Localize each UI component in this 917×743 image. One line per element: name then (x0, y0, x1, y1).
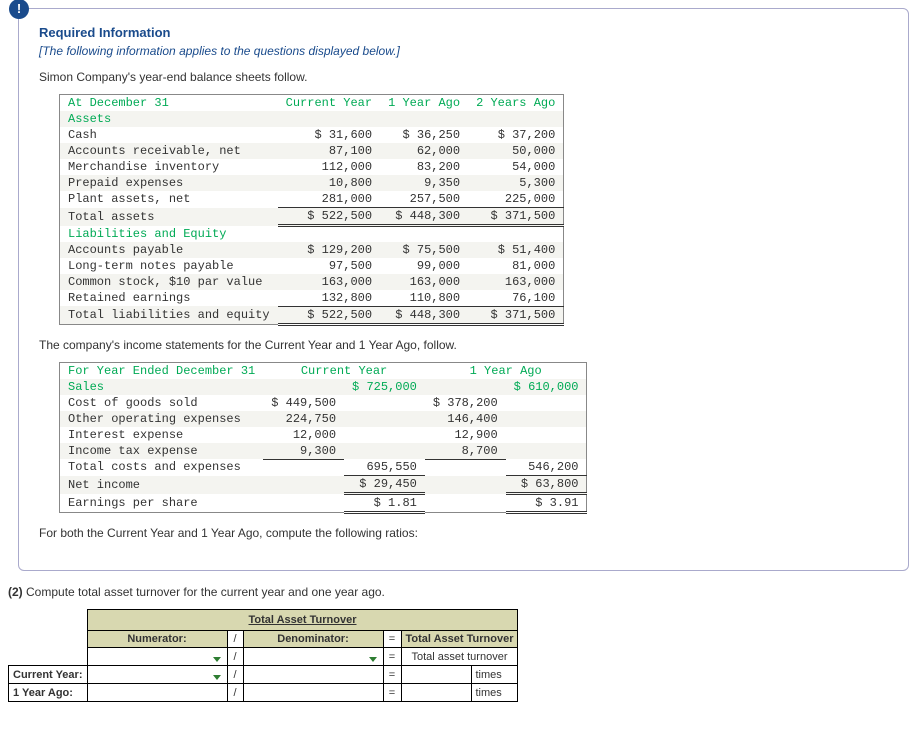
bs-total-liab: Total liabilities and equity (60, 306, 278, 324)
is-net-income: Net income (60, 476, 264, 494)
tat-denominator-name-input[interactable] (243, 648, 383, 666)
is-eps: Earnings per share (60, 494, 264, 513)
bs-row: Accounts payable (60, 242, 278, 258)
is-row: Other operating expenses (60, 411, 264, 427)
is-row: Income tax expense (60, 443, 264, 460)
q2-prefix: (2) (8, 585, 23, 599)
tat-times-label: times (471, 684, 518, 702)
bs-row: Prepaid expenses (60, 175, 278, 191)
tat-times-label: times (471, 666, 518, 684)
tat-py-denominator-input[interactable] (243, 684, 383, 702)
tat-cy-numerator-input[interactable] (87, 666, 227, 684)
is-date-label: For Year Ended December 31 (60, 362, 264, 379)
tat-result-header: Total Asset Turnover (401, 631, 518, 648)
tat-result-sub: Total asset turnover (401, 648, 518, 666)
bs-col-0: Current Year (278, 95, 380, 112)
tat-title: Total Asset Turnover (87, 610, 518, 631)
question-2: (2) Compute total asset turnover for the… (8, 585, 909, 599)
tat-numerator-name-input[interactable] (87, 648, 227, 666)
is-sales: Sales (60, 379, 264, 395)
tat-denominator-label: Denominator: (243, 631, 383, 648)
italic-note: [The following information applies to th… (39, 44, 888, 58)
bs-row: Plant assets, net (60, 191, 278, 208)
bs-date-label: At December 31 (60, 95, 278, 112)
tat-row-prior: 1 Year Ago: (9, 684, 88, 702)
intro-text-1: Simon Company's year-end balance sheets … (39, 70, 888, 84)
bs-row: Merchandise inventory (60, 159, 278, 175)
info-card: ! Required Information [The following in… (18, 8, 909, 571)
eq-cell: = (383, 631, 401, 648)
intro-text-2: The company's income statements for the … (39, 338, 888, 352)
liab-header: Liabilities and Equity (60, 226, 278, 242)
bs-row: Retained earnings (60, 290, 278, 307)
is-row: Cost of goods sold (60, 395, 264, 411)
slash-cell: / (227, 631, 243, 648)
is-row: Interest expense (60, 427, 264, 443)
q2-text: Compute total asset turnover for the cur… (23, 585, 385, 599)
tat-numerator-label: Numerator: (87, 631, 227, 648)
tat-py-numerator-input[interactable] (87, 684, 227, 702)
bs-row: Accounts receivable, net (60, 143, 278, 159)
tat-py-result-input[interactable] (401, 684, 471, 702)
intro-text-3: For both the Current Year and 1 Year Ago… (39, 526, 888, 540)
tat-input-table: Total Asset Turnover Numerator: / Denomi… (8, 609, 518, 702)
bs-col-2: 2 Years Ago (468, 95, 564, 112)
tat-cy-result-input[interactable] (401, 666, 471, 684)
bs-row: Long-term notes payable (60, 258, 278, 274)
bs-row: Cash (60, 127, 278, 143)
balance-sheet-table: At December 31 Current Year 1 Year Ago 2… (59, 94, 564, 326)
tat-row-current: Current Year: (9, 666, 88, 684)
assets-header: Assets (60, 111, 278, 127)
income-statement-table: For Year Ended December 31 Current Year … (59, 362, 587, 515)
dropdown-icon (369, 657, 377, 662)
is-total-costs: Total costs and expenses (60, 459, 264, 476)
bs-col-1: 1 Year Ago (380, 95, 468, 112)
bs-total-assets: Total assets (60, 208, 278, 226)
dropdown-icon (213, 657, 221, 662)
dropdown-icon (213, 675, 221, 680)
tat-cy-denominator-input[interactable] (243, 666, 383, 684)
bs-row: Common stock, $10 par value (60, 274, 278, 290)
alert-icon: ! (9, 0, 29, 19)
required-heading: Required Information (39, 25, 888, 40)
